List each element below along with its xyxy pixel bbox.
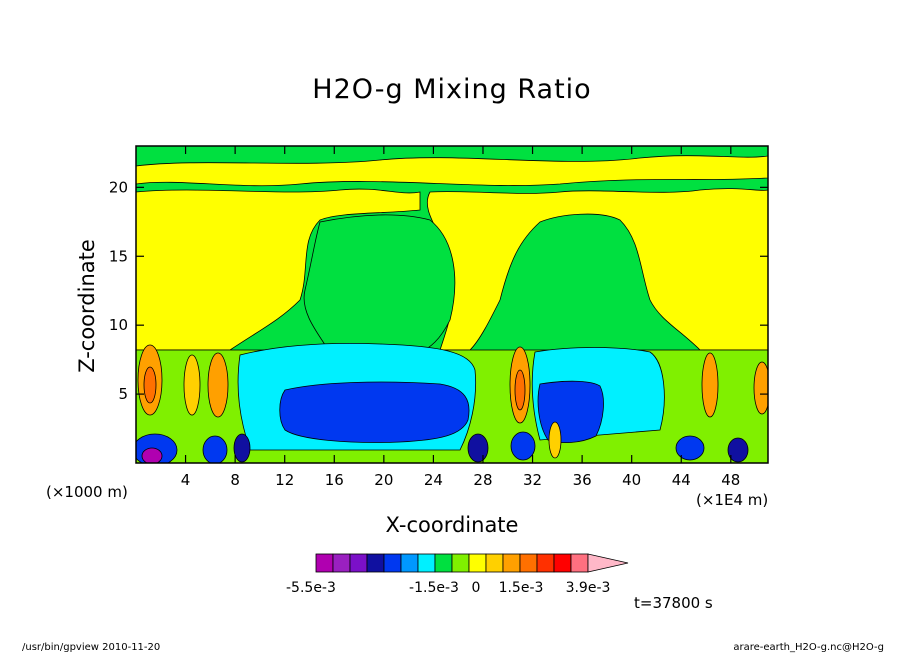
- x-tick-label: 48: [721, 471, 740, 489]
- x-tick-label: 36: [573, 471, 592, 489]
- colorbar-swatch: [485, 553, 504, 573]
- contour-region-plume-1-core: [143, 366, 157, 404]
- colorbar-swatch: [502, 553, 521, 573]
- x-tick-label: 20: [374, 471, 393, 489]
- x-axis-unit-right: (×1E4 m): [696, 491, 769, 509]
- x-tick-label: 24: [424, 471, 443, 489]
- plot-frame: [135, 145, 769, 464]
- colorbar-swatch: [553, 553, 572, 573]
- colorbar-tick-label: -5.5e-3: [286, 580, 336, 596]
- x-tick-label: 8: [230, 471, 240, 489]
- colorbar-swatch: [400, 553, 419, 573]
- x-tick-label: 28: [473, 471, 492, 489]
- x-axis-ticks: 4 8 12 16 20 24 28 32 36 40 44 48: [181, 146, 740, 489]
- contour-region-blue-core-left: [279, 381, 470, 443]
- y-tick-label: 20: [109, 178, 128, 196]
- colorbar-swatch: [434, 553, 453, 573]
- colorbar-swatch: [366, 553, 385, 573]
- colorbar-swatch: [315, 553, 334, 573]
- footer-file-variable: arare-earth_H2O-g.nc@H2O-g: [733, 642, 884, 653]
- colorbar: -5.5e-3 -1.5e-3 0 1.5e-3 3.9e-3: [286, 553, 629, 596]
- contour-region-yellow-right: [426, 188, 768, 351]
- colorbar-swatch: [451, 553, 470, 573]
- y-tick-label: 10: [109, 316, 128, 334]
- contour-region-plume-3: [207, 352, 229, 418]
- colorbar-swatch: [519, 553, 538, 573]
- colorbar-tick-label: 3.9e-3: [566, 580, 611, 596]
- x-tick-label: 40: [622, 471, 641, 489]
- x-axis-unit-left: (×1000 m): [46, 483, 128, 501]
- colorbar-swatch: [468, 553, 487, 573]
- x-tick-label: 12: [275, 471, 294, 489]
- contour-region-surface-3: [233, 433, 251, 463]
- contour-region-green-column: [303, 214, 456, 353]
- contour-region-surface-4: [467, 433, 489, 463]
- x-tick-label: 16: [325, 471, 344, 489]
- contour-region-blue-core-right: [537, 380, 604, 444]
- x-tick-label: 32: [523, 471, 542, 489]
- colorbar-swatch: [383, 553, 402, 573]
- colorbar-extend-arrow: [587, 553, 629, 573]
- contour-region-surface-7: [675, 435, 705, 461]
- contour-region-yellow-left: [136, 188, 421, 351]
- chart-title: H2O-g Mixing Ratio: [312, 74, 592, 105]
- colorbar-tick-label: -1.5e-3: [409, 580, 459, 596]
- time-label: t=37800 s: [634, 594, 713, 612]
- colorbar-tick-label: 0: [472, 580, 481, 596]
- contour-region-plume-5: [701, 352, 719, 418]
- colorbar-tick-label: 1.5e-3: [499, 580, 544, 596]
- colorbar-swatch: [570, 553, 589, 573]
- contour-region-yellow-band: [136, 155, 768, 187]
- y-tick-label: 5: [118, 385, 128, 403]
- contour-field: [136, 146, 768, 463]
- y-tick-label: 15: [109, 247, 128, 265]
- contour-region-surface-1-core: [141, 447, 163, 463]
- contour-region-surface-5: [510, 431, 536, 461]
- contour-region-surface-2: [202, 435, 228, 463]
- colorbar-swatch: [332, 553, 351, 573]
- y-axis-ticks: 5 10 15 20: [109, 178, 768, 403]
- contour-region-plume-6: [753, 361, 768, 415]
- colorbar-swatch: [536, 553, 555, 573]
- contour-region-surface-8: [727, 437, 749, 463]
- footer-command-date: /usr/bin/gpview 2010-11-20: [22, 642, 161, 653]
- contour-region-plume-2: [183, 354, 201, 416]
- contour-region-plume-4-core: [514, 369, 526, 411]
- x-tick-label: 44: [672, 471, 691, 489]
- colorbar-swatch: [349, 553, 368, 573]
- contour-region-surface-6: [548, 421, 562, 459]
- x-axis-label: X-coordinate: [385, 513, 519, 537]
- colorbar-swatch: [417, 553, 436, 573]
- x-tick-label: 4: [181, 471, 191, 489]
